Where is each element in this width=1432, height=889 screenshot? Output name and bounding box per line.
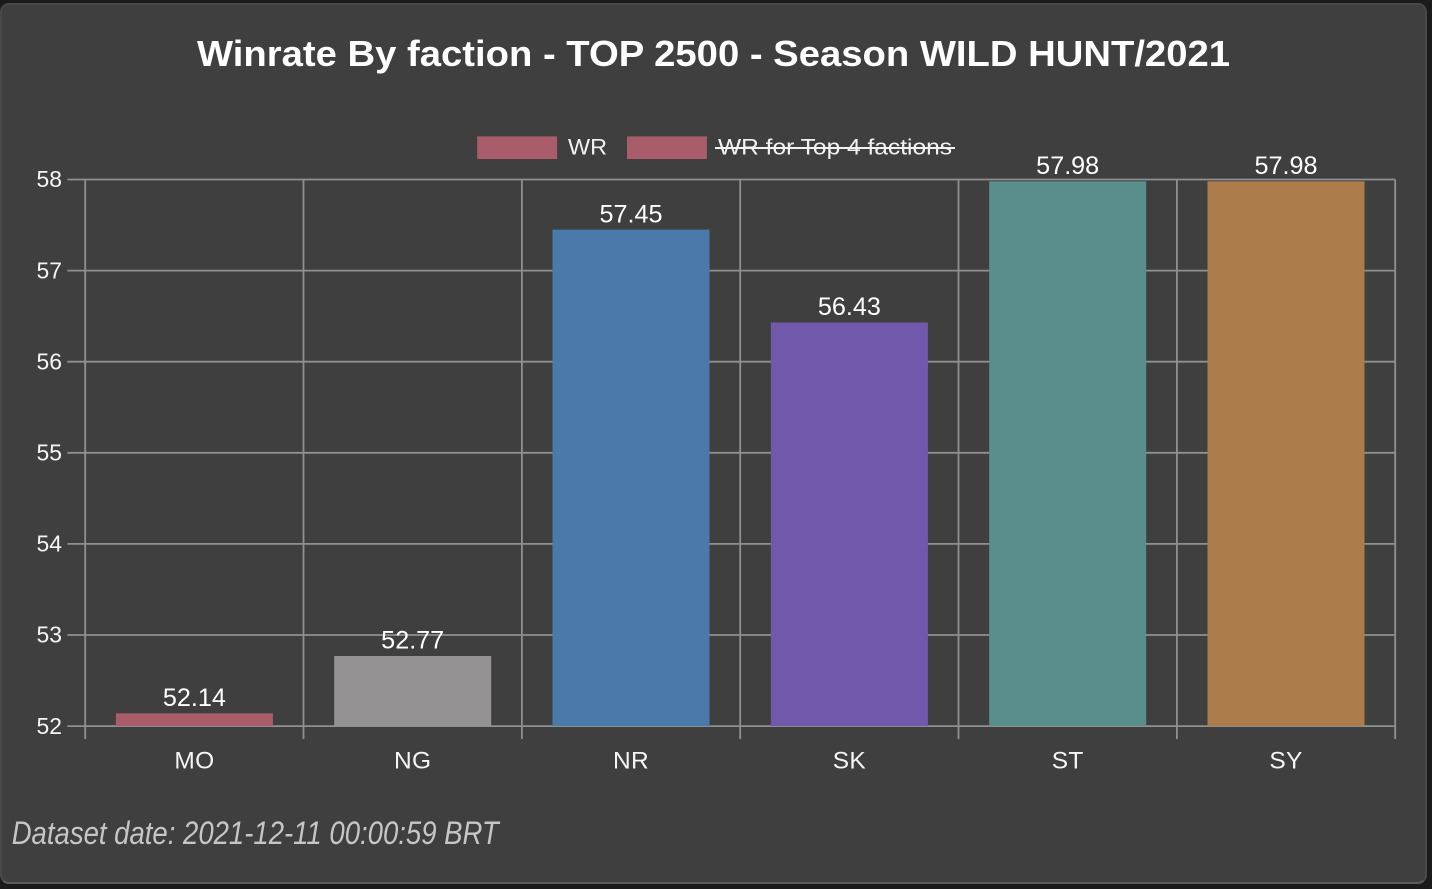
svg-text:57.98: 57.98: [1255, 152, 1318, 180]
svg-text:SK: SK: [833, 747, 867, 774]
svg-text:MO: MO: [174, 747, 214, 774]
svg-text:WR for Top 4 factions: WR for Top 4 factions: [718, 134, 952, 159]
svg-text:57: 57: [37, 257, 63, 283]
svg-text:58: 58: [37, 166, 63, 192]
svg-text:53: 53: [37, 622, 63, 648]
svg-text:52: 52: [37, 713, 63, 739]
svg-text:55: 55: [37, 440, 63, 466]
svg-text:56: 56: [37, 348, 63, 374]
svg-text:Winrate By faction - TOP 2500: Winrate By faction - TOP 2500 - Season W…: [197, 33, 1230, 74]
svg-text:Dataset date: 2021-12-11 00:00: Dataset date: 2021-12-11 00:00:59 BRT: [12, 815, 501, 851]
svg-text:SY: SY: [1269, 747, 1302, 774]
svg-text:WR: WR: [568, 134, 607, 159]
svg-text:NG: NG: [394, 747, 431, 774]
svg-text:57.45: 57.45: [600, 200, 663, 228]
svg-text:52.14: 52.14: [163, 684, 226, 712]
svg-text:56.43: 56.43: [818, 293, 881, 321]
svg-text:54: 54: [37, 531, 63, 557]
svg-text:52.77: 52.77: [381, 627, 444, 655]
svg-text:57.98: 57.98: [1036, 152, 1099, 180]
svg-text:ST: ST: [1052, 747, 1084, 774]
svg-text:NR: NR: [613, 747, 649, 774]
